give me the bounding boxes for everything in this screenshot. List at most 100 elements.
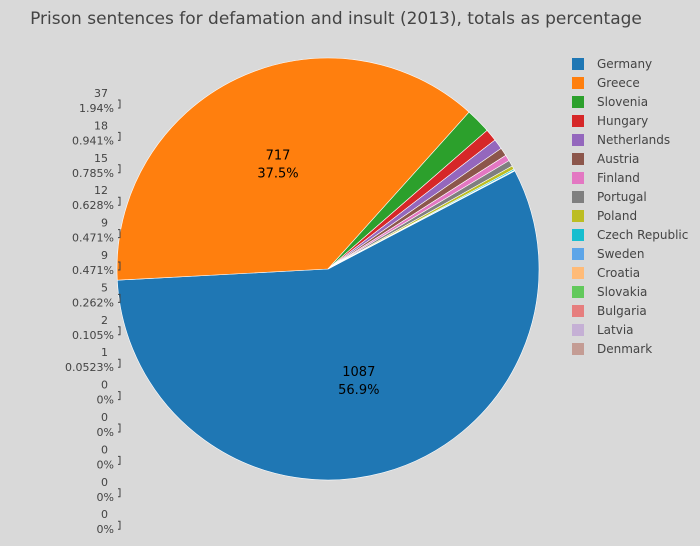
legend-item-finland[interactable]: Finland: [572, 171, 640, 185]
outside-percent-sweden: 0.0523%: [65, 361, 114, 374]
outside-percent-austria: 0.628%: [72, 199, 114, 212]
legend-label: Germany: [597, 57, 652, 71]
legend-swatch: [572, 191, 584, 203]
legend-label: Poland: [597, 209, 637, 223]
outside-value-slovenia: 37: [94, 87, 108, 100]
legend-item-bulgaria[interactable]: Bulgaria: [572, 304, 647, 318]
outside-percent-poland: 0.262%: [72, 296, 114, 309]
pie-slices: [116, 57, 540, 481]
legend-label: Bulgaria: [597, 304, 647, 318]
legend: Germany Greece Slovenia Hungary Netherlands A…: [572, 57, 688, 356]
outside-value-portugal: 9: [101, 249, 108, 262]
legend-swatch: [572, 96, 584, 108]
pie-slice-greece[interactable]: [116, 57, 470, 281]
legend-label: Greece: [597, 76, 640, 90]
slice-percent-germany: 56.9%: [338, 383, 379, 398]
legend-item-denmark[interactable]: Denmark: [572, 342, 652, 356]
leader-line-slovenia: [118, 99, 121, 109]
pie-slice-sweden[interactable]: [327, 169, 516, 270]
legend-swatch: [572, 267, 584, 279]
leader-line-netherlands: [118, 164, 121, 174]
slice-value-germany: 1087: [342, 365, 375, 380]
legend-item-germany[interactable]: Germany: [572, 57, 652, 71]
legend-label: Czech Republic: [597, 228, 688, 242]
legend-label: Croatia: [597, 266, 640, 280]
legend-item-hungary[interactable]: Hungary: [572, 114, 648, 128]
legend-swatch: [572, 172, 584, 184]
legend-label: Sweden: [597, 247, 644, 261]
legend-item-sweden[interactable]: Sweden: [572, 247, 644, 261]
outside-value-bulgaria: 0: [101, 443, 108, 456]
outside-value-austria: 12: [94, 184, 108, 197]
outside-percent-slovenia: 1.94%: [79, 102, 114, 115]
leader-line-denmark: [118, 520, 121, 530]
legend-item-croatia[interactable]: Croatia: [572, 266, 640, 280]
leader-line-czech-republic: [118, 326, 121, 336]
legend-label: Hungary: [597, 114, 648, 128]
leader-line-austria: [118, 196, 121, 206]
outside-percent-latvia: 0%: [97, 491, 114, 504]
legend-label: Latvia: [597, 323, 634, 337]
slice-percent-greece: 37.5%: [257, 166, 298, 181]
legend-swatch: [572, 248, 584, 260]
outside-percent-croatia: 0%: [97, 394, 114, 407]
slice-value-greece: 717: [266, 148, 291, 163]
outside-percent-finland: 0.471%: [72, 232, 114, 245]
legend-swatch: [572, 324, 584, 336]
legend-swatch: [572, 210, 584, 222]
legend-item-latvia[interactable]: Latvia: [572, 323, 634, 337]
outside-value-slovakia: 0: [101, 411, 108, 424]
leader-line-sweden: [118, 358, 121, 368]
legend-item-slovenia[interactable]: Slovenia: [572, 95, 648, 109]
legend-swatch: [572, 115, 584, 127]
outside-percent-hungary: 0.941%: [72, 134, 114, 147]
legend-swatch: [572, 134, 584, 146]
legend-label: Slovakia: [597, 285, 647, 299]
legend-label: Slovenia: [597, 95, 648, 109]
legend-swatch: [572, 77, 584, 89]
outside-value-croatia: 0: [101, 379, 108, 392]
legend-item-greece[interactable]: Greece: [572, 76, 640, 90]
outside-value-finland: 9: [101, 217, 108, 230]
leader-line-portugal: [118, 261, 121, 271]
outside-value-hungary: 18: [94, 119, 108, 132]
outside-percent-netherlands: 0.785%: [72, 167, 114, 180]
leader-line-bulgaria: [118, 455, 121, 465]
legend-item-slovakia[interactable]: Slovakia: [572, 285, 647, 299]
legend-item-portugal[interactable]: Portugal: [572, 190, 647, 204]
legend-swatch: [572, 305, 584, 317]
legend-label: Denmark: [597, 342, 652, 356]
outside-labels: 371.94%180.941%150.785%120.628%90.471%90…: [65, 87, 121, 536]
legend-swatch: [572, 153, 584, 165]
legend-label: Netherlands: [597, 133, 670, 147]
legend-item-austria[interactable]: Austria: [572, 152, 639, 166]
inside-labels: 1087 56.9% 717 37.5%: [257, 148, 379, 398]
outside-percent-czech-republic: 0.105%: [72, 329, 114, 342]
legend-item-poland[interactable]: Poland: [572, 209, 637, 223]
outside-value-denmark: 0: [101, 508, 108, 521]
leader-line-slovakia: [118, 423, 121, 433]
legend-swatch: [572, 58, 584, 70]
legend-item-netherlands[interactable]: Netherlands: [572, 133, 670, 147]
outside-value-latvia: 0: [101, 476, 108, 489]
outside-percent-denmark: 0%: [97, 523, 114, 536]
outside-value-sweden: 1: [101, 346, 108, 359]
legend-swatch: [572, 229, 584, 241]
legend-label: Portugal: [597, 190, 647, 204]
legend-item-czech-republic[interactable]: Czech Republic: [572, 228, 688, 242]
outside-percent-slovakia: 0%: [97, 426, 114, 439]
legend-swatch: [572, 343, 584, 355]
outside-percent-bulgaria: 0%: [97, 458, 114, 471]
pie-slice-germany[interactable]: [116, 170, 540, 481]
outside-percent-portugal: 0.471%: [72, 264, 114, 277]
legend-label: Austria: [597, 152, 639, 166]
leader-line-poland: [118, 293, 121, 303]
leader-line-croatia: [118, 391, 121, 401]
outside-value-czech-republic: 2: [101, 314, 108, 327]
leader-line-finland: [118, 229, 121, 239]
legend-swatch: [572, 286, 584, 298]
outside-value-poland: 5: [101, 281, 108, 294]
outside-value-netherlands: 15: [94, 152, 108, 165]
leader-line-latvia: [118, 488, 121, 498]
leader-line-hungary: [118, 131, 121, 141]
